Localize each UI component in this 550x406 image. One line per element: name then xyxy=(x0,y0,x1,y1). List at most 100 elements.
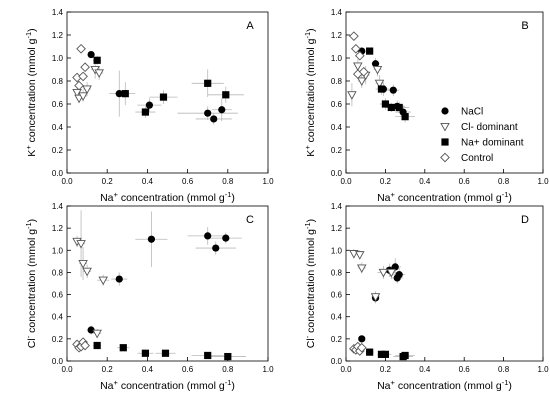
data-point xyxy=(204,351,212,360)
data-point xyxy=(377,350,386,358)
data-point xyxy=(94,69,104,78)
y-axis-label: Cl- concentration (mmol g-1) xyxy=(24,219,38,348)
x-tick-label: 0.4 xyxy=(419,365,431,374)
data-point xyxy=(145,101,154,109)
panel-a: 0.0 0.2 0.4 0.6 0.8 1.0 0.0 0.2 0.4 0.6 0.8 1.0 1.2 1… xyxy=(24,8,274,204)
data-point xyxy=(356,77,367,87)
data-point xyxy=(159,93,168,101)
panel-d: 0.0 0.2 0.4 0.6 0.8 1.0 0.0 0.2 0.4 0.6 0.8 1.0 1.2 1… xyxy=(303,202,549,392)
panel-b: 0.0 0.2 0.4 0.6 0.8 1.0 0.0 0.2 0.4 0.6 0.8 1.0 1.2 1… xyxy=(303,8,549,204)
x-axis-label: Na+ concentration (mmol g-1) xyxy=(100,190,235,204)
y-tick-label: 0.0 xyxy=(331,169,343,178)
data-point xyxy=(387,103,395,112)
data-point xyxy=(80,62,90,73)
y-tick-label: 1.4 xyxy=(331,8,343,17)
data-point xyxy=(366,348,374,356)
legend-label: Cl- dominant xyxy=(461,122,518,133)
y-tick-label: 0.6 xyxy=(52,100,64,109)
x-tick-label: 0.6 xyxy=(459,365,471,374)
data-point xyxy=(204,79,212,87)
x-tick-label: 1.0 xyxy=(537,365,549,374)
plot-frame xyxy=(66,11,269,174)
data-point xyxy=(204,232,212,240)
y-tick-label: 1.2 xyxy=(52,31,64,40)
data-point xyxy=(370,293,381,302)
x-axis-label: Na+ concentration (mmol g-1) xyxy=(377,190,512,204)
data-point xyxy=(355,251,365,260)
y-tick-label: 0.2 xyxy=(331,146,343,155)
y-tick-label: 0.8 xyxy=(52,77,64,86)
plot-frame xyxy=(66,205,269,362)
x-tick-label: 0.4 xyxy=(142,177,154,186)
x-tick-label: 0.0 xyxy=(61,365,73,374)
data-point xyxy=(218,106,226,114)
y-tick-label: 1.2 xyxy=(331,224,343,233)
x-tick-label: 0.8 xyxy=(498,365,510,374)
data-point xyxy=(76,43,86,54)
data-point xyxy=(401,351,409,360)
data-point xyxy=(358,335,366,343)
data-point xyxy=(92,329,102,339)
x-tick-label: 0.6 xyxy=(182,365,194,374)
data-point xyxy=(212,244,220,252)
x-axis-label: Na+ concentration (mmol g-1) xyxy=(100,378,235,392)
data-point xyxy=(80,340,90,351)
y-tick-label: 0.0 xyxy=(331,357,343,366)
data-point xyxy=(76,240,86,249)
legend-label: Na+ dominant xyxy=(461,138,524,149)
y-tick-label: 0.2 xyxy=(52,335,64,344)
data-point xyxy=(351,43,361,54)
panel-letter: C xyxy=(246,214,254,226)
y-tick-label: 0.8 xyxy=(331,268,343,277)
x-tick-label: 0.0 xyxy=(61,177,73,186)
plot-frame xyxy=(345,11,544,174)
data-point xyxy=(401,113,409,121)
data-point xyxy=(356,342,367,353)
data-point xyxy=(358,66,369,77)
data-point xyxy=(204,109,212,117)
data-point xyxy=(210,115,218,123)
data-point xyxy=(87,50,95,59)
x-tick-label: 0.4 xyxy=(419,177,431,186)
x-axis-label: Na+ concentration (mmol g-1) xyxy=(377,378,512,392)
data-point xyxy=(147,235,156,243)
x-tick-label: 0.0 xyxy=(340,177,352,186)
x-tick-label: 0.2 xyxy=(380,365,392,374)
data-point xyxy=(389,86,397,94)
y-axis-label: Cl- concentration (mmol g-1) xyxy=(303,219,317,348)
data-point xyxy=(381,350,389,358)
data-point xyxy=(349,31,359,41)
y-tick-label: 0.6 xyxy=(52,291,64,300)
y-tick-label: 1.0 xyxy=(52,246,64,255)
data-point xyxy=(377,85,386,93)
data-point xyxy=(98,276,108,286)
y-tick-label: 0.8 xyxy=(331,77,343,86)
y-tick-label: 1.0 xyxy=(52,54,64,63)
y-tick-label: 1.0 xyxy=(331,54,343,63)
y-tick-label: 0.0 xyxy=(52,357,64,366)
legend-marker xyxy=(440,122,450,132)
data-point xyxy=(82,85,92,95)
legend-label: NaCl xyxy=(461,107,483,118)
data-point xyxy=(93,341,101,350)
legend-marker xyxy=(441,107,449,115)
y-tick-label: 1.2 xyxy=(52,224,64,233)
data-point xyxy=(119,344,127,352)
data-point xyxy=(371,60,380,68)
y-tick-label: 1.2 xyxy=(331,31,343,40)
data-point xyxy=(78,92,88,101)
data-point xyxy=(141,108,149,116)
y-axis-label: K+ concentration (mmol g-1) xyxy=(24,28,38,156)
data-point xyxy=(347,91,357,100)
data-point xyxy=(78,260,88,269)
data-point xyxy=(356,264,367,274)
data-point xyxy=(372,65,383,75)
y-tick-label: 0.4 xyxy=(331,313,343,322)
legend-marker xyxy=(441,138,449,146)
data-point xyxy=(395,103,403,112)
panel-letter: B xyxy=(521,20,528,32)
data-point xyxy=(161,349,170,357)
x-tick-label: 0.4 xyxy=(142,365,154,374)
data-point xyxy=(141,349,149,357)
data-point xyxy=(386,268,397,278)
